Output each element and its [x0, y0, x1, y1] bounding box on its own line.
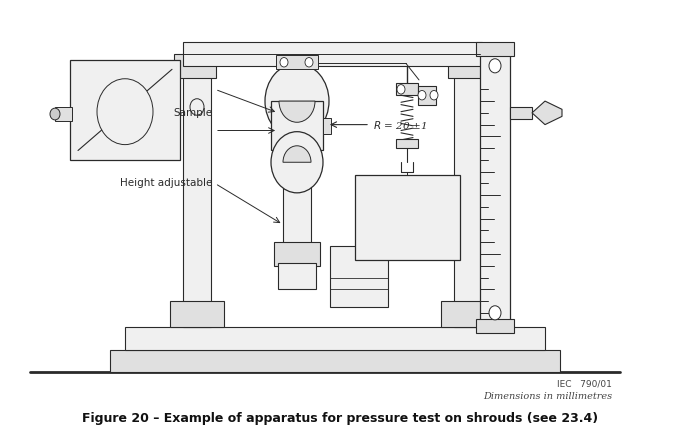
- Bar: [70, 60, 180, 160]
- Circle shape: [397, 85, 405, 94]
- Bar: [170, 301, 224, 327]
- Circle shape: [265, 63, 329, 139]
- Bar: [271, 101, 323, 151]
- Bar: [396, 139, 418, 148]
- Circle shape: [190, 99, 204, 115]
- Wedge shape: [283, 146, 311, 162]
- Wedge shape: [279, 101, 315, 122]
- Bar: [330, 246, 388, 307]
- Circle shape: [418, 91, 426, 100]
- Text: Figure 20 – Example of apparatus for pressure test on shrouds (see 23.4): Figure 20 – Example of apparatus for pre…: [82, 412, 598, 425]
- Bar: [323, 118, 331, 134]
- Bar: [278, 263, 316, 289]
- Text: Sample: Sample: [173, 108, 212, 118]
- Bar: [441, 301, 495, 327]
- Bar: [283, 181, 311, 248]
- Bar: [396, 84, 418, 95]
- Text: Height adjustable: Height adjustable: [120, 178, 212, 188]
- Circle shape: [97, 79, 153, 145]
- Circle shape: [489, 306, 501, 320]
- Polygon shape: [532, 101, 562, 124]
- Bar: [125, 327, 545, 350]
- Circle shape: [305, 57, 313, 67]
- Circle shape: [271, 132, 323, 193]
- Bar: [110, 350, 560, 372]
- Bar: [476, 319, 514, 333]
- Bar: [510, 107, 532, 119]
- Bar: [476, 42, 514, 56]
- Bar: [183, 68, 211, 327]
- Text: $R$ = 20 ±1: $R$ = 20 ±1: [373, 118, 427, 130]
- Text: Dimensions in millimetres: Dimensions in millimetres: [483, 393, 612, 401]
- Bar: [55, 107, 72, 121]
- Bar: [418, 86, 436, 105]
- Circle shape: [50, 108, 60, 120]
- Bar: [274, 242, 320, 266]
- Text: IEC   790/01: IEC 790/01: [557, 380, 612, 388]
- Bar: [454, 68, 482, 327]
- Bar: [480, 51, 510, 327]
- Bar: [183, 42, 482, 66]
- Bar: [355, 175, 460, 260]
- Bar: [276, 55, 318, 69]
- Bar: [448, 54, 490, 78]
- Bar: [174, 54, 216, 78]
- Circle shape: [430, 91, 438, 100]
- Circle shape: [489, 59, 501, 73]
- Circle shape: [280, 57, 288, 67]
